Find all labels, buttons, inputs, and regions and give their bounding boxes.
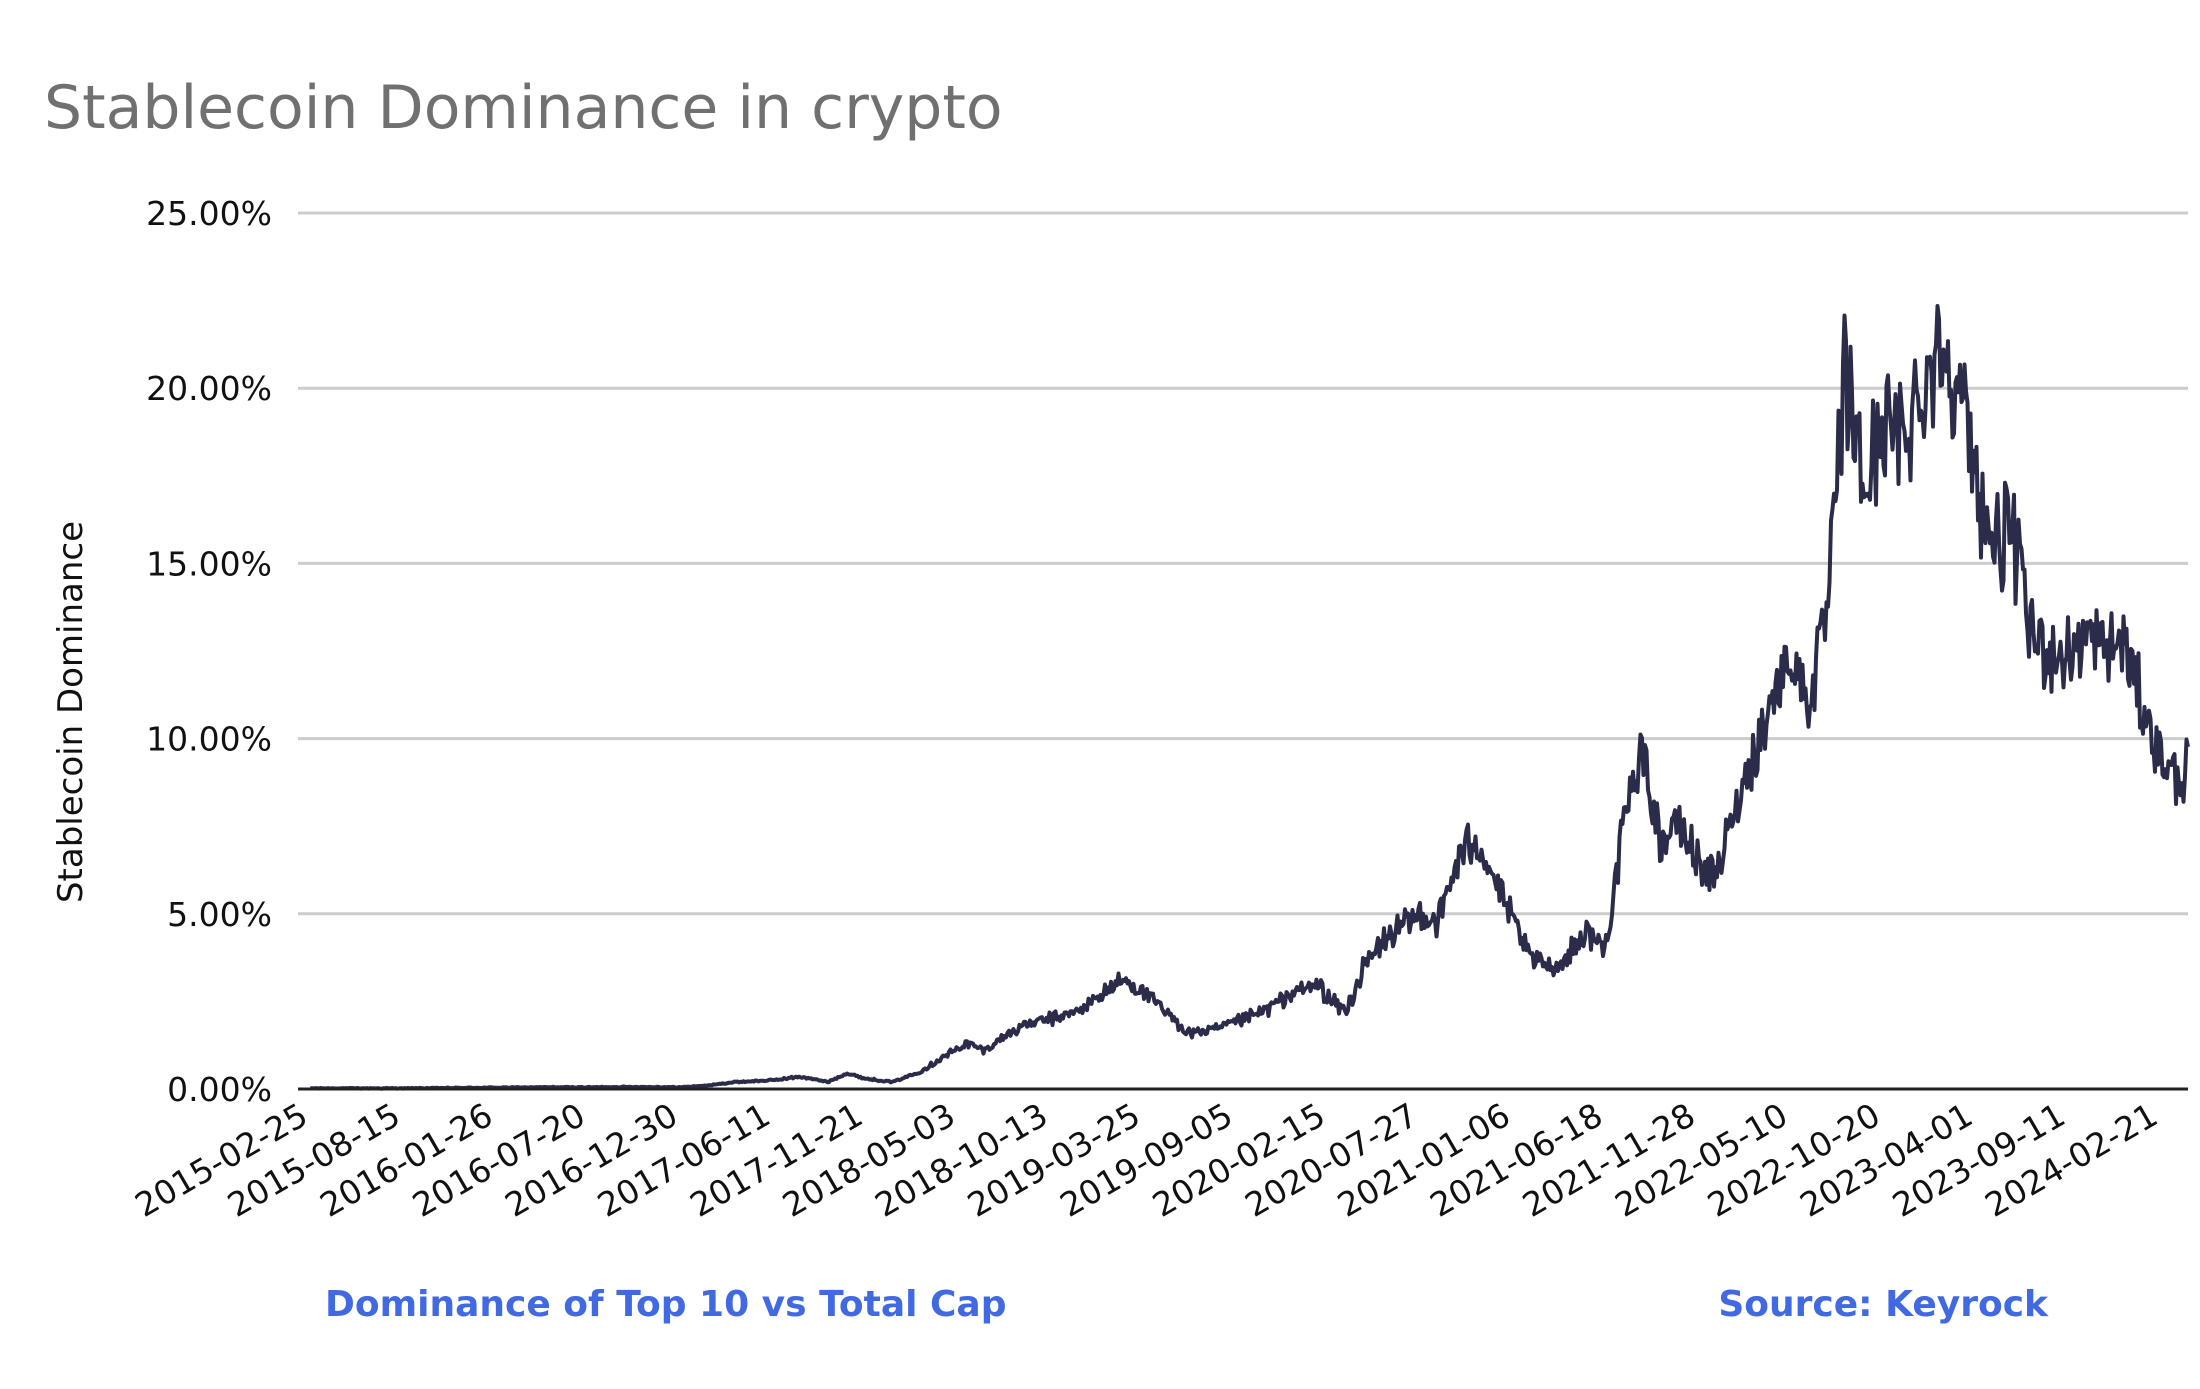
- footer-source: Source: Keyrock: [1718, 1284, 2049, 1325]
- y-axis-ticks: 0.00% 5.00% 10.00% 15.00% 20.00% 25.00%: [146, 194, 272, 1109]
- chart-title: Stablecoin Dominance in crypto: [44, 73, 1003, 143]
- y-tick-label: 20.00%: [146, 369, 272, 408]
- grid-layer: [298, 211, 2188, 916]
- y-tick-label: 10.00%: [146, 720, 272, 759]
- footer-subtitle: Dominance of Top 10 vs Total Cap: [325, 1284, 1006, 1325]
- x-axis-ticks: 2015-02-252015-08-152016-01-262016-07-20…: [128, 1095, 2164, 1225]
- series-layer: [309, 304, 2190, 1091]
- y-tick-label: 5.00%: [167, 895, 272, 934]
- series-line-stablecoin-dominance: [309, 304, 2190, 1091]
- y-tick-label: 25.00%: [146, 194, 272, 233]
- y-tick-label: 0.00%: [167, 1070, 272, 1109]
- y-tick-label: 15.00%: [146, 544, 272, 583]
- y-axis-label: Stablecoin Dominance: [51, 521, 91, 903]
